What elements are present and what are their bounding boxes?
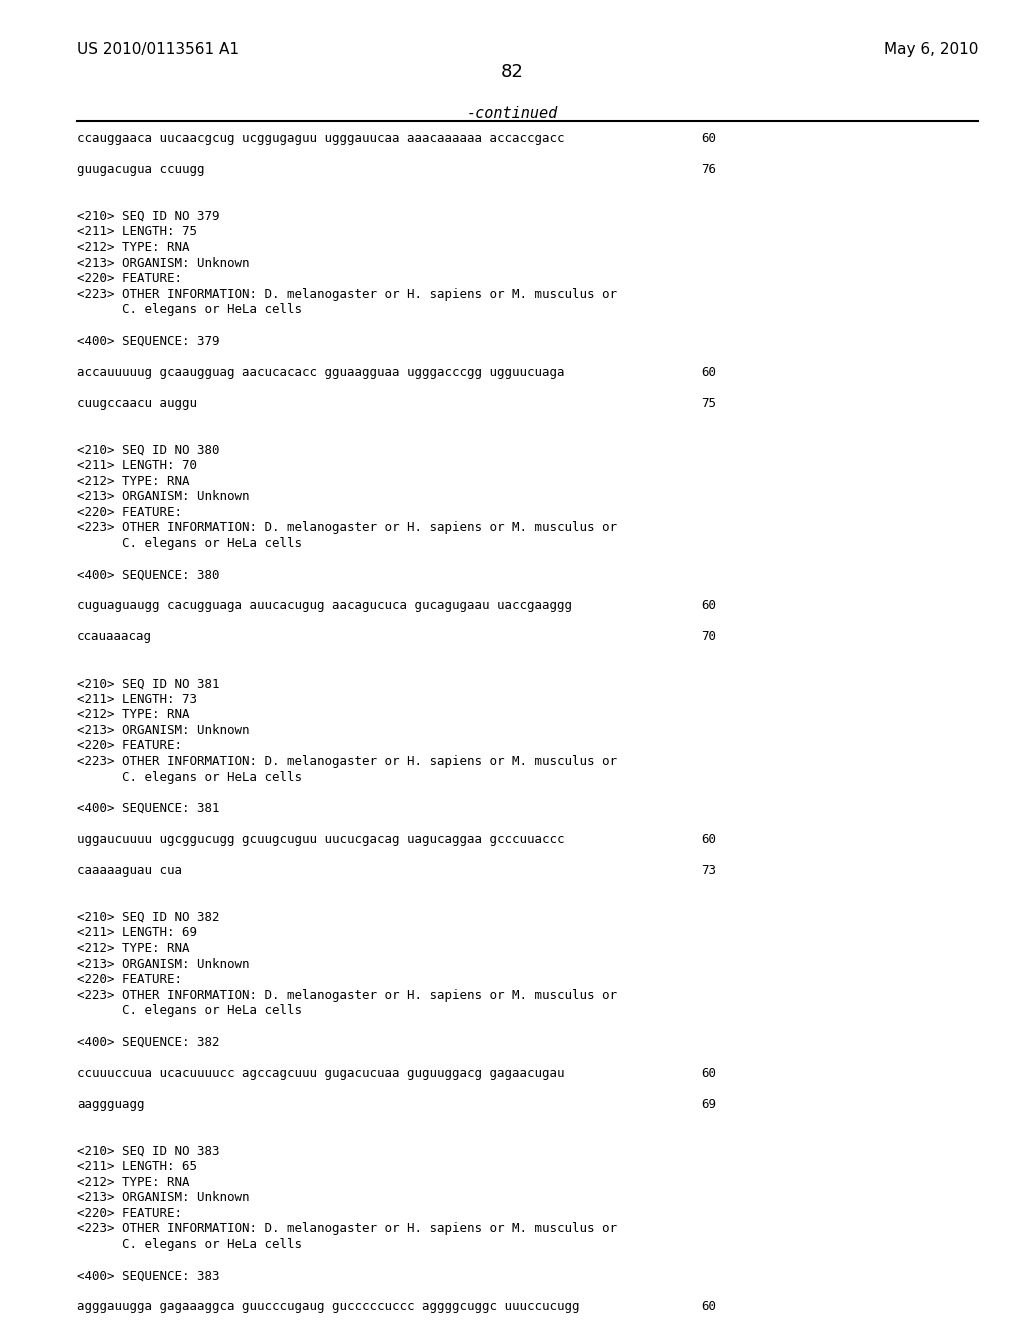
Text: ccauaaacag: ccauaaacag <box>77 631 152 643</box>
Text: <223> OTHER INFORMATION: D. melanogaster or H. sapiens or M. musculus or: <223> OTHER INFORMATION: D. melanogaster… <box>77 288 616 301</box>
Text: 60: 60 <box>701 833 717 846</box>
Text: 60: 60 <box>701 366 717 379</box>
Text: <400> SEQUENCE: 381: <400> SEQUENCE: 381 <box>77 801 219 814</box>
Text: US 2010/0113561 A1: US 2010/0113561 A1 <box>77 42 239 57</box>
Text: 69: 69 <box>701 1098 717 1110</box>
Text: <223> OTHER INFORMATION: D. melanogaster or H. sapiens or M. musculus or: <223> OTHER INFORMATION: D. melanogaster… <box>77 1222 616 1236</box>
Text: <400> SEQUENCE: 383: <400> SEQUENCE: 383 <box>77 1269 219 1282</box>
Text: ccauggaaca uucaacgcug ucggugaguu ugggauucaa aaacaaaaaa accaccgacc: ccauggaaca uucaacgcug ucggugaguu ugggauu… <box>77 132 564 145</box>
Text: <210> SEQ ID NO 383: <210> SEQ ID NO 383 <box>77 1144 219 1158</box>
Text: <212> TYPE: RNA: <212> TYPE: RNA <box>77 475 189 487</box>
Text: <210> SEQ ID NO 382: <210> SEQ ID NO 382 <box>77 911 219 924</box>
Text: agggauugga gagaaaggca guucccugaug gucccccuccc aggggcuggc uuuccucugg: agggauugga gagaaaggca guucccugaug gucccc… <box>77 1300 580 1313</box>
Text: caaaaaguau cua: caaaaaguau cua <box>77 865 182 876</box>
Text: <213> ORGANISM: Unknown: <213> ORGANISM: Unknown <box>77 1191 249 1204</box>
Text: 60: 60 <box>701 1067 717 1080</box>
Text: <213> ORGANISM: Unknown: <213> ORGANISM: Unknown <box>77 723 249 737</box>
Text: cuguaguaugg cacugguaga auucacugug aacagucuca gucagugaau uaccgaaggg: cuguaguaugg cacugguaga auucacugug aacagu… <box>77 599 571 612</box>
Text: C. elegans or HeLa cells: C. elegans or HeLa cells <box>77 771 302 784</box>
Text: May 6, 2010: May 6, 2010 <box>884 42 978 57</box>
Text: <210> SEQ ID NO 379: <210> SEQ ID NO 379 <box>77 210 219 223</box>
Text: <400> SEQUENCE: 380: <400> SEQUENCE: 380 <box>77 568 219 581</box>
Text: 70: 70 <box>701 631 717 643</box>
Text: <212> TYPE: RNA: <212> TYPE: RNA <box>77 709 189 721</box>
Text: cuugccaacu auggu: cuugccaacu auggu <box>77 397 197 409</box>
Text: <213> ORGANISM: Unknown: <213> ORGANISM: Unknown <box>77 256 249 269</box>
Text: <211> LENGTH: 70: <211> LENGTH: 70 <box>77 459 197 473</box>
Text: ccuuuccuua ucacuuuucc agccagcuuu gugacucuaa guguuggacg gagaacugau: ccuuuccuua ucacuuuucc agccagcuuu gugacuc… <box>77 1067 564 1080</box>
Text: uggaucuuuu ugcggucugg gcuugcuguu uucucgacag uagucaggaa gcccuuaccc: uggaucuuuu ugcggucugg gcuugcuguu uucucga… <box>77 833 564 846</box>
Text: -continued: -continued <box>466 106 558 120</box>
Text: <210> SEQ ID NO 380: <210> SEQ ID NO 380 <box>77 444 219 457</box>
Text: <400> SEQUENCE: 382: <400> SEQUENCE: 382 <box>77 1035 219 1048</box>
Text: <213> ORGANISM: Unknown: <213> ORGANISM: Unknown <box>77 490 249 503</box>
Text: <211> LENGTH: 69: <211> LENGTH: 69 <box>77 927 197 940</box>
Text: guugacugua ccuugg: guugacugua ccuugg <box>77 164 205 176</box>
Text: C. elegans or HeLa cells: C. elegans or HeLa cells <box>77 1005 302 1018</box>
Text: <220> FEATURE:: <220> FEATURE: <box>77 973 182 986</box>
Text: 60: 60 <box>701 599 717 612</box>
Text: 60: 60 <box>701 132 717 145</box>
Text: C. elegans or HeLa cells: C. elegans or HeLa cells <box>77 1238 302 1251</box>
Text: 60: 60 <box>701 1300 717 1313</box>
Text: C. elegans or HeLa cells: C. elegans or HeLa cells <box>77 537 302 550</box>
Text: <211> LENGTH: 65: <211> LENGTH: 65 <box>77 1160 197 1173</box>
Text: <212> TYPE: RNA: <212> TYPE: RNA <box>77 242 189 253</box>
Text: aaggguagg: aaggguagg <box>77 1098 144 1110</box>
Text: <223> OTHER INFORMATION: D. melanogaster or H. sapiens or M. musculus or: <223> OTHER INFORMATION: D. melanogaster… <box>77 521 616 535</box>
Text: <220> FEATURE:: <220> FEATURE: <box>77 272 182 285</box>
Text: accauuuuug gcaaugguag aacucacacc gguaagguaa ugggacccgg ugguucuaga: accauuuuug gcaaugguag aacucacacc gguaagg… <box>77 366 564 379</box>
Text: <211> LENGTH: 73: <211> LENGTH: 73 <box>77 693 197 706</box>
Text: 73: 73 <box>701 865 717 876</box>
Text: <223> OTHER INFORMATION: D. melanogaster or H. sapiens or M. musculus or: <223> OTHER INFORMATION: D. melanogaster… <box>77 989 616 1002</box>
Text: <210> SEQ ID NO 381: <210> SEQ ID NO 381 <box>77 677 219 690</box>
Text: <220> FEATURE:: <220> FEATURE: <box>77 506 182 519</box>
Text: <213> ORGANISM: Unknown: <213> ORGANISM: Unknown <box>77 957 249 970</box>
Text: 82: 82 <box>501 63 523 82</box>
Text: <211> LENGTH: 75: <211> LENGTH: 75 <box>77 226 197 239</box>
Text: 76: 76 <box>701 164 717 176</box>
Text: 75: 75 <box>701 397 717 409</box>
Text: <212> TYPE: RNA: <212> TYPE: RNA <box>77 942 189 954</box>
Text: C. elegans or HeLa cells: C. elegans or HeLa cells <box>77 304 302 317</box>
Text: <400> SEQUENCE: 379: <400> SEQUENCE: 379 <box>77 334 219 347</box>
Text: <220> FEATURE:: <220> FEATURE: <box>77 1206 182 1220</box>
Text: <212> TYPE: RNA: <212> TYPE: RNA <box>77 1176 189 1188</box>
Text: <220> FEATURE:: <220> FEATURE: <box>77 739 182 752</box>
Text: <223> OTHER INFORMATION: D. melanogaster or H. sapiens or M. musculus or: <223> OTHER INFORMATION: D. melanogaster… <box>77 755 616 768</box>
